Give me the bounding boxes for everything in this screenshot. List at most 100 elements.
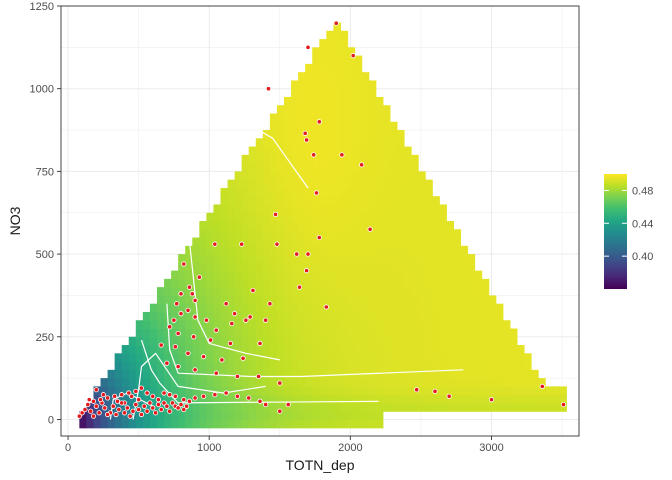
contour-line-0.48 xyxy=(188,240,280,361)
data-point xyxy=(219,357,225,363)
data-point xyxy=(339,152,345,158)
data-point xyxy=(126,390,132,396)
data-point xyxy=(277,380,283,386)
y-tick-label: 1000 xyxy=(30,84,54,96)
data-point xyxy=(175,405,181,411)
data-point xyxy=(110,403,116,409)
data-point xyxy=(302,130,308,136)
data-point xyxy=(208,337,214,343)
data-point xyxy=(263,401,269,408)
data-point xyxy=(90,398,97,404)
data-point xyxy=(186,284,193,290)
data-point xyxy=(277,408,283,414)
contour-line-0.46 xyxy=(140,339,379,404)
data-point xyxy=(161,390,167,396)
data-point xyxy=(130,408,136,414)
data-point xyxy=(313,190,320,196)
data-point xyxy=(164,360,170,366)
data-point xyxy=(121,410,128,416)
data-point xyxy=(223,390,229,396)
data-point xyxy=(178,291,184,297)
data-point xyxy=(181,261,187,267)
data-point xyxy=(167,324,173,330)
data-point xyxy=(257,398,263,404)
data-point xyxy=(178,401,184,408)
data-point xyxy=(229,320,235,327)
y-tick-label: 0 xyxy=(48,414,54,426)
data-point xyxy=(104,395,111,401)
data-point xyxy=(144,408,150,414)
data-point xyxy=(96,410,102,416)
data-point xyxy=(158,342,164,348)
plot-border xyxy=(60,5,580,437)
data-point xyxy=(112,393,118,399)
data-point xyxy=(196,274,202,280)
data-point xyxy=(303,268,310,274)
data-point xyxy=(158,406,164,413)
contour-line-0.44 xyxy=(132,352,266,420)
data-point xyxy=(223,301,229,307)
y-axis-title: NO3 xyxy=(7,206,23,235)
data-point xyxy=(432,388,438,394)
data-point xyxy=(76,413,82,419)
data-point xyxy=(136,397,142,403)
data-point xyxy=(79,410,85,416)
x-axis-title: TOTN_dep xyxy=(286,457,355,473)
data-point xyxy=(136,406,142,413)
data-point xyxy=(239,241,245,247)
data-point xyxy=(119,392,125,398)
data-point xyxy=(185,350,191,356)
x-tick-label: 0 xyxy=(65,442,71,454)
legend-tick-label: 0.40 xyxy=(632,251,653,263)
data-point xyxy=(560,401,567,408)
data-point xyxy=(234,393,241,399)
data-point xyxy=(323,304,329,310)
data-point xyxy=(100,392,106,398)
data-point xyxy=(185,307,191,313)
data-point xyxy=(85,401,91,408)
data-point xyxy=(212,241,218,247)
data-point xyxy=(169,400,176,406)
data-point xyxy=(203,317,209,323)
data-point xyxy=(359,162,365,168)
data-point xyxy=(305,44,311,50)
data-point xyxy=(150,405,156,411)
data-point xyxy=(133,401,139,408)
data-point xyxy=(192,314,198,320)
data-point xyxy=(446,393,452,399)
data-point xyxy=(171,317,177,323)
data-point xyxy=(367,226,373,232)
data-point xyxy=(86,397,92,403)
data-point xyxy=(333,20,339,26)
data-point xyxy=(174,301,180,307)
data-point xyxy=(192,297,198,303)
y-tick-label: 1250 xyxy=(30,1,54,13)
data-point xyxy=(250,287,256,294)
data-point xyxy=(167,408,173,414)
data-point xyxy=(247,314,253,320)
y-tick-label: 500 xyxy=(36,249,54,261)
x-tick-label: 2000 xyxy=(338,442,362,454)
data-point xyxy=(133,388,139,394)
legend-tick-label: 0.48 xyxy=(632,185,653,197)
data-point xyxy=(234,373,241,380)
contour-line-0.49 xyxy=(244,121,309,189)
data-point xyxy=(144,390,150,396)
data-point xyxy=(82,406,88,413)
data-point xyxy=(303,137,310,143)
data-point xyxy=(152,410,159,416)
data-point xyxy=(232,311,238,317)
data-point xyxy=(102,405,108,411)
data-point xyxy=(200,354,207,360)
y-axis: 0 250 500 750 1000 1250 xyxy=(30,1,61,426)
data-point xyxy=(192,395,198,401)
data-point xyxy=(246,395,252,401)
data-point xyxy=(178,311,184,317)
data-point xyxy=(200,393,207,399)
data-point xyxy=(104,411,111,418)
data-point xyxy=(263,317,269,323)
legend-colorbar xyxy=(604,174,627,289)
data-point xyxy=(243,317,249,323)
heatmap-surface xyxy=(79,22,567,429)
